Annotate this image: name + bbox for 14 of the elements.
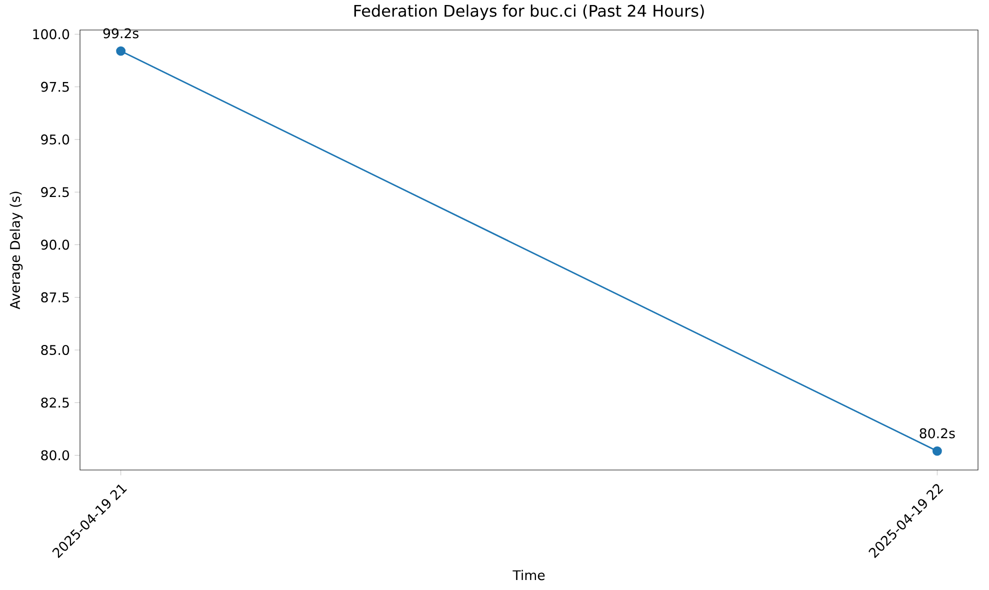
y-tick-label: 97.5 [41, 82, 69, 92]
x-axis-title: Time [512, 570, 545, 580]
y-axis-title: Average Delay (s) [10, 192, 23, 310]
y-tick-label: 100.0 [33, 29, 70, 40]
y-tick-label: 90.0 [41, 240, 70, 250]
data-label: 80.2s [920, 428, 955, 438]
y-tick-label: 82.5 [41, 398, 69, 408]
data-label: 99.2s [103, 28, 138, 38]
y-tick-label: 85.0 [41, 344, 70, 356]
y-tick-label: 92.5 [41, 187, 69, 198]
y-tick-label: 87.5 [41, 292, 69, 302]
chart-title: Federation Delays for buc.ci (Past 24 Hours) [354, 4, 704, 20]
y-tick-label: 80.0 [41, 450, 70, 460]
y-tick-label: 95.0 [41, 134, 70, 145]
